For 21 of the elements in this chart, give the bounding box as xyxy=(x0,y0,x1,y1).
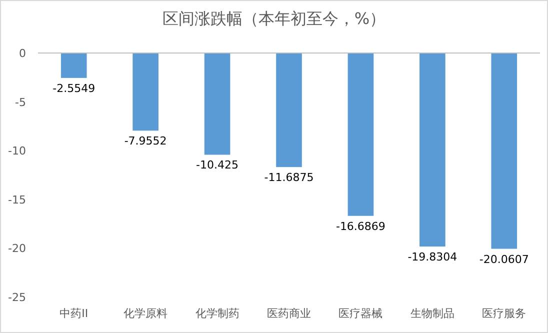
data-label: -16.6869 xyxy=(336,220,386,233)
chart-title: 区间涨跌幅（本年初至今，%） xyxy=(162,9,386,28)
x-tick-label: 中药II xyxy=(60,307,88,320)
data-label: -11.6875 xyxy=(264,171,314,184)
y-tick-label: 0 xyxy=(19,47,26,60)
y-tick-label: -25 xyxy=(8,291,26,304)
x-tick-label: 生物制品 xyxy=(410,307,454,320)
data-label: -10.425 xyxy=(196,158,239,172)
data-label: -7.9552 xyxy=(124,134,167,148)
x-tick-label: 医药商业 xyxy=(267,307,311,320)
data-label: -19.8304 xyxy=(408,250,458,264)
x-tick-label: 医疗服务 xyxy=(482,307,526,320)
data-label: -2.5549 xyxy=(52,82,96,95)
data-label: -20.0607 xyxy=(479,252,529,266)
x-tick-label: 医疗器械 xyxy=(338,307,383,320)
y-tick-label: -5 xyxy=(15,96,26,109)
y-tick-label: -20 xyxy=(8,242,26,256)
x-tick-label: 化学原料 xyxy=(124,307,168,320)
y-tick-label: -10 xyxy=(8,144,26,158)
y-tick-label: -15 xyxy=(8,193,26,206)
x-tick-label: 化学制药 xyxy=(195,307,240,320)
